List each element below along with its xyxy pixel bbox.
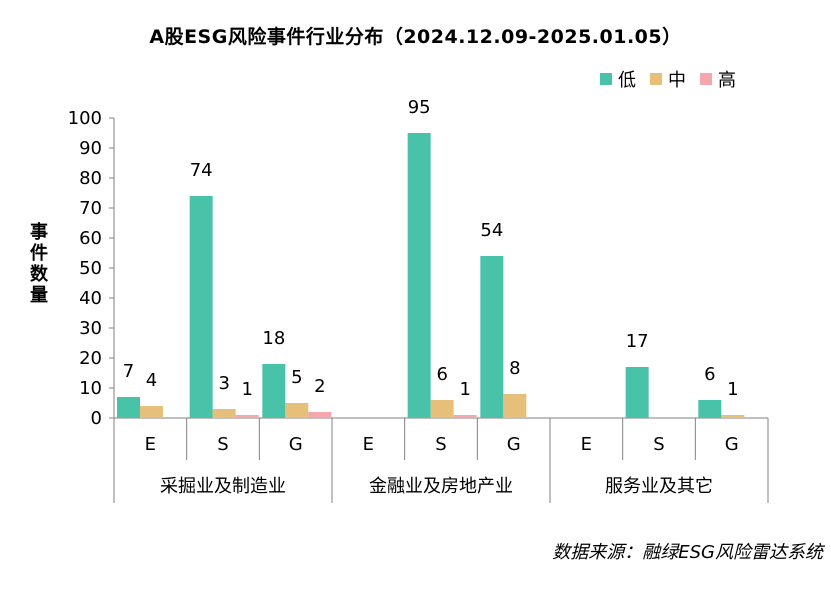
legend-item-medium: 中 <box>650 66 686 92</box>
data-label: 5 <box>291 367 302 388</box>
data-label: 74 <box>190 160 213 181</box>
data-label: 2 <box>314 376 325 397</box>
bar <box>262 364 286 418</box>
y-axis-label-char: 量 <box>30 285 48 306</box>
y-tick-label: 60 <box>79 228 102 249</box>
x-category-label: G <box>289 434 303 455</box>
bar <box>189 196 213 418</box>
bar <box>308 412 332 418</box>
y-axis-label-char: 数 <box>30 264 48 285</box>
bar <box>140 406 163 418</box>
bar <box>453 415 477 418</box>
y-tick-label: 40 <box>79 288 102 309</box>
legend: 低 中 高 <box>600 66 736 92</box>
legend-swatch-high <box>700 73 712 85</box>
y-tick-label: 0 <box>91 408 102 429</box>
y-axis-label-char: 件 <box>30 243 48 264</box>
y-tick-label: 100 <box>68 108 102 129</box>
x-group-label: 服务业及其它 <box>605 476 713 497</box>
legend-swatch-low <box>600 73 612 85</box>
x-group-label: 采掘业及制造业 <box>160 476 286 497</box>
bar <box>117 397 140 418</box>
bar <box>407 133 431 418</box>
data-label: 6 <box>704 364 715 385</box>
y-tick-label: 30 <box>79 318 102 339</box>
data-label: 17 <box>626 331 649 352</box>
bar <box>285 403 309 418</box>
y-axis-label-char: 事 <box>30 222 48 243</box>
y-tick-label: 80 <box>79 168 102 189</box>
y-tick-label: 50 <box>79 258 102 279</box>
data-label: 1 <box>241 379 252 400</box>
x-category-label: E <box>145 434 156 455</box>
bar <box>480 256 504 418</box>
legend-label-high: 高 <box>718 70 736 91</box>
y-axis-label: 事件数量 <box>28 222 50 306</box>
data-label: 95 <box>408 97 431 118</box>
chart-title: A股ESG风险事件行业分布（2024.12.09-2025.01.05） <box>149 26 682 48</box>
bar <box>212 409 236 418</box>
legend-label-medium: 中 <box>668 70 686 91</box>
source-note: 数据来源：融绿ESG风险雷达系统 <box>552 542 823 563</box>
data-label: 7 <box>123 361 134 382</box>
data-label: 1 <box>459 379 470 400</box>
y-tick-label: 70 <box>79 198 102 219</box>
legend-label-low: 低 <box>618 70 636 91</box>
x-category-label: S <box>217 434 228 455</box>
data-label: 6 <box>436 364 447 385</box>
data-label: 1 <box>727 379 738 400</box>
bar <box>625 367 649 418</box>
x-category-label: E <box>581 434 592 455</box>
bar <box>235 415 259 418</box>
x-category-label: E <box>363 434 374 455</box>
data-label: 54 <box>480 220 503 241</box>
x-category-label: S <box>653 434 664 455</box>
data-label: 8 <box>509 358 520 379</box>
y-tick-label: 90 <box>79 138 102 159</box>
y-tick-label: 10 <box>79 378 102 399</box>
bar <box>430 400 454 418</box>
x-category-label: G <box>725 434 739 455</box>
bar <box>698 400 722 418</box>
legend-swatch-medium <box>650 73 662 85</box>
x-category-label: G <box>507 434 521 455</box>
x-category-label: S <box>435 434 446 455</box>
legend-item-low: 低 <box>600 66 636 92</box>
y-tick-label: 20 <box>79 348 102 369</box>
x-group-label: 金融业及房地产业 <box>369 476 513 497</box>
data-label: 18 <box>262 328 285 349</box>
data-label: 3 <box>218 373 229 394</box>
legend-item-high: 高 <box>700 66 736 92</box>
bar <box>503 394 527 418</box>
data-label: 4 <box>146 370 157 391</box>
bar <box>721 415 745 418</box>
